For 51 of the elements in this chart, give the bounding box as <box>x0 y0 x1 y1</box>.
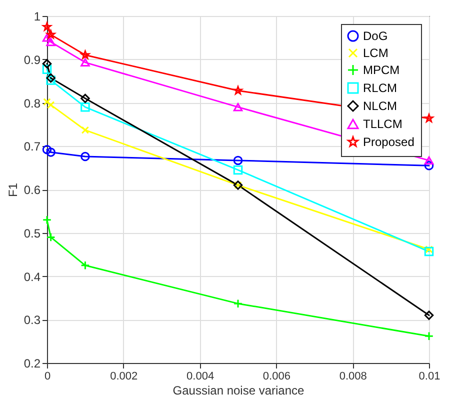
point <box>42 34 52 42</box>
y-tick-label: 0.7 <box>24 140 41 154</box>
legend-label: MPCM <box>363 63 400 77</box>
point <box>46 232 56 242</box>
y-tick-label: 0.5 <box>24 226 41 240</box>
point <box>43 98 51 106</box>
x-tick-label: 0 <box>44 370 51 382</box>
point <box>425 246 433 254</box>
y-tick-label: 0.2 <box>24 356 41 370</box>
y-axis-title: F1 <box>6 182 20 198</box>
legend-label: DoG <box>363 29 388 43</box>
y-tick-label: 0.4 <box>24 270 41 284</box>
legend-label: LCM <box>363 46 388 60</box>
y-tick-label: 0.8 <box>24 96 41 110</box>
point <box>424 246 434 256</box>
point <box>424 161 434 170</box>
point <box>46 73 56 83</box>
y-tick-label: 1 <box>34 10 41 24</box>
point <box>80 260 90 270</box>
point <box>424 331 434 341</box>
point <box>80 152 90 162</box>
point <box>80 94 90 104</box>
y-tick-label: 0.6 <box>24 183 41 197</box>
legend-label: TLLCM <box>363 117 402 131</box>
x-axis-title: Gaussian noise variance <box>172 384 305 398</box>
legend-label: Proposed <box>363 135 414 149</box>
point <box>42 215 52 224</box>
legend-label: RLCM <box>363 81 398 95</box>
point <box>46 76 56 85</box>
point <box>424 156 434 165</box>
point <box>42 144 52 154</box>
point <box>46 148 56 157</box>
y-tick-label: 0.9 <box>24 52 41 67</box>
x-tick-label: 0.006 <box>262 370 290 382</box>
x-tick-label: 0.002 <box>110 370 138 382</box>
x-tick-label: 0.008 <box>339 370 367 382</box>
point <box>233 102 243 112</box>
point <box>233 156 243 166</box>
x-tick-label: 0.004 <box>186 370 214 382</box>
x-tick-label: 0.01 <box>418 370 440 382</box>
point <box>81 126 90 134</box>
legend-label: NLCM <box>363 99 398 113</box>
point <box>233 298 243 308</box>
point <box>80 102 90 112</box>
point <box>42 64 52 74</box>
point <box>46 38 56 46</box>
point <box>233 165 243 175</box>
point <box>80 58 90 67</box>
point <box>42 59 52 68</box>
y-tick-label: 0.3 <box>24 313 41 328</box>
point <box>424 310 434 320</box>
